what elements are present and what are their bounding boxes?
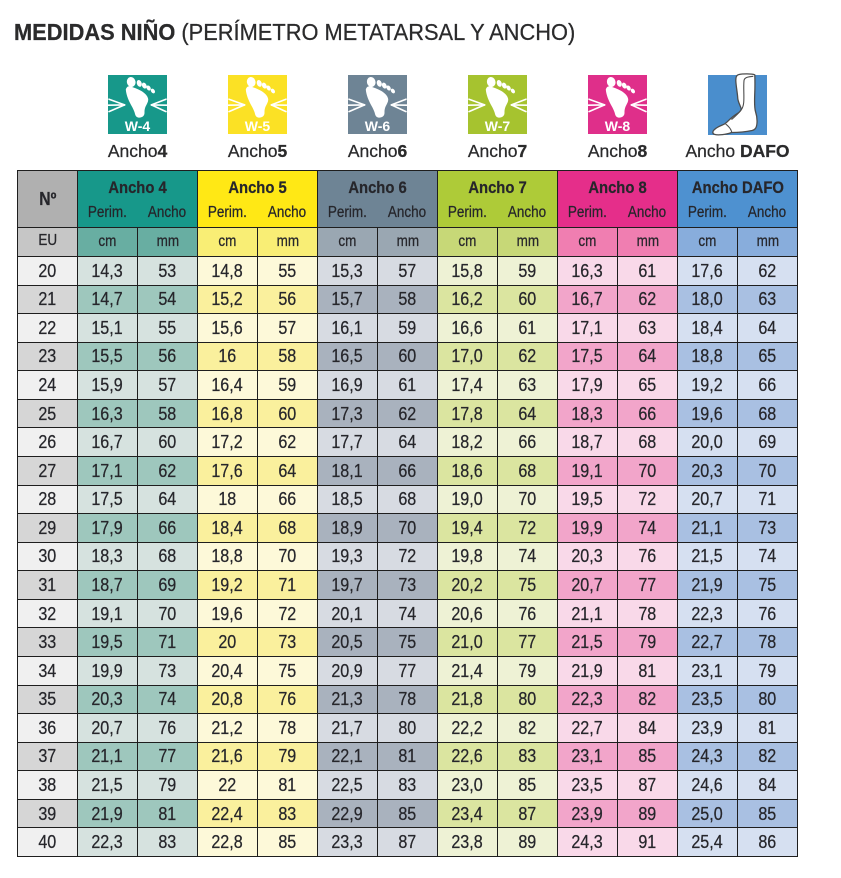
svg-text:W-5: W-5 (245, 118, 271, 134)
svg-text:W-7: W-7 (485, 118, 511, 134)
svg-text:W-6: W-6 (365, 118, 391, 134)
svg-text:W-8: W-8 (605, 118, 631, 134)
svg-text:W-4: W-4 (125, 118, 151, 134)
